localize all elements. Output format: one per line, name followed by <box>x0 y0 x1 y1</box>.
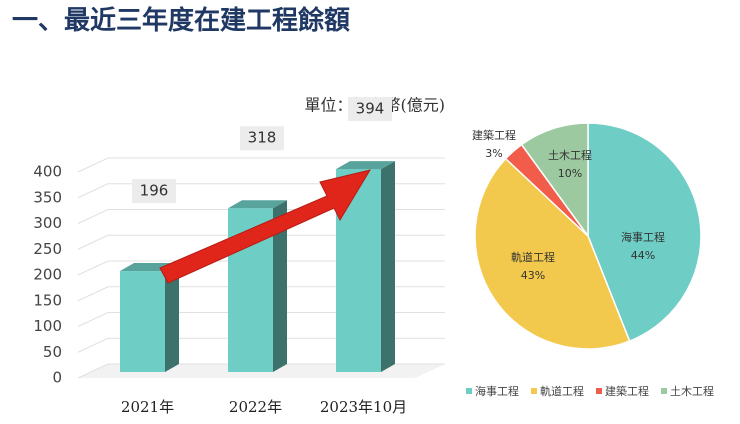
x-tick-label: 2021年 <box>121 398 174 416</box>
x-tick-label: 2023年10月 <box>320 398 407 416</box>
bar-top <box>228 200 287 209</box>
value-label-box <box>240 126 284 151</box>
pie-slice <box>520 122 589 239</box>
y-tick-label: 150 <box>33 291 62 309</box>
value-label: 394 <box>356 100 385 118</box>
grid-line <box>77 337 445 353</box>
bar-side <box>381 161 395 372</box>
bar-top <box>336 161 395 170</box>
value-label-box <box>132 179 176 204</box>
slice-name: 海事工程 <box>621 230 665 244</box>
grid-line <box>77 286 445 302</box>
trend-arrow <box>159 169 372 284</box>
bar-side <box>273 200 287 372</box>
bar-front <box>120 271 165 372</box>
bar-chart: 0 50 100 150 200 250 300 350 400 2021年 2022年 2023年1… <box>33 157 445 416</box>
value-labels: 196 318 394 <box>132 97 392 204</box>
slice-value: 3% <box>485 147 502 160</box>
grid-line <box>77 157 445 173</box>
legend-swatch <box>661 388 667 394</box>
y-tick-label: 250 <box>33 240 62 258</box>
grid-line <box>77 234 445 250</box>
pie-slice <box>474 157 631 350</box>
legend-swatch <box>596 388 602 394</box>
slice-value: 10% <box>558 167 582 180</box>
value-label: 196 <box>140 182 169 200</box>
y-tick-label: 350 <box>33 188 62 206</box>
slice-value: 43% <box>521 269 545 282</box>
legend-label: 建築工程 <box>605 384 649 398</box>
y-tick-label: 400 <box>33 163 62 181</box>
legend-label: 海事工程 <box>475 384 519 398</box>
grid-line <box>77 209 445 224</box>
value-label: 318 <box>248 129 277 147</box>
legend-swatch <box>466 388 472 394</box>
legend-label: 土木工程 <box>670 385 714 398</box>
value-label-box <box>348 97 392 122</box>
bar <box>120 263 179 372</box>
y-tick-label: 300 <box>33 214 62 232</box>
slice-name: 建築工程 <box>472 128 516 142</box>
page-title: 一、最近三年度在建工程餘額 <box>12 5 350 36</box>
y-tick-label: 0 <box>52 369 62 387</box>
grid-line <box>77 260 445 276</box>
pie-slice <box>587 122 702 343</box>
slice-value: 44% <box>631 249 655 262</box>
legend-label: 軌道工程 <box>540 384 584 398</box>
legend-swatch <box>531 388 537 394</box>
bar-side <box>165 263 179 372</box>
y-tick-label: 50 <box>43 343 62 361</box>
x-tick-label: 2022年 <box>229 398 282 416</box>
y-tick-label: 200 <box>33 266 62 284</box>
slice-name: 軌道工程 <box>511 250 555 264</box>
pie-chart: 海事工程44%軌道工程43%建築工程3% 土木工程10%海事工程 軌道工程 建築工程土… <box>466 122 714 398</box>
grid-line <box>77 312 445 327</box>
y-tick-label: 100 <box>33 317 62 335</box>
grid-line <box>77 363 445 379</box>
slice-name: 土木工程 <box>548 149 592 162</box>
